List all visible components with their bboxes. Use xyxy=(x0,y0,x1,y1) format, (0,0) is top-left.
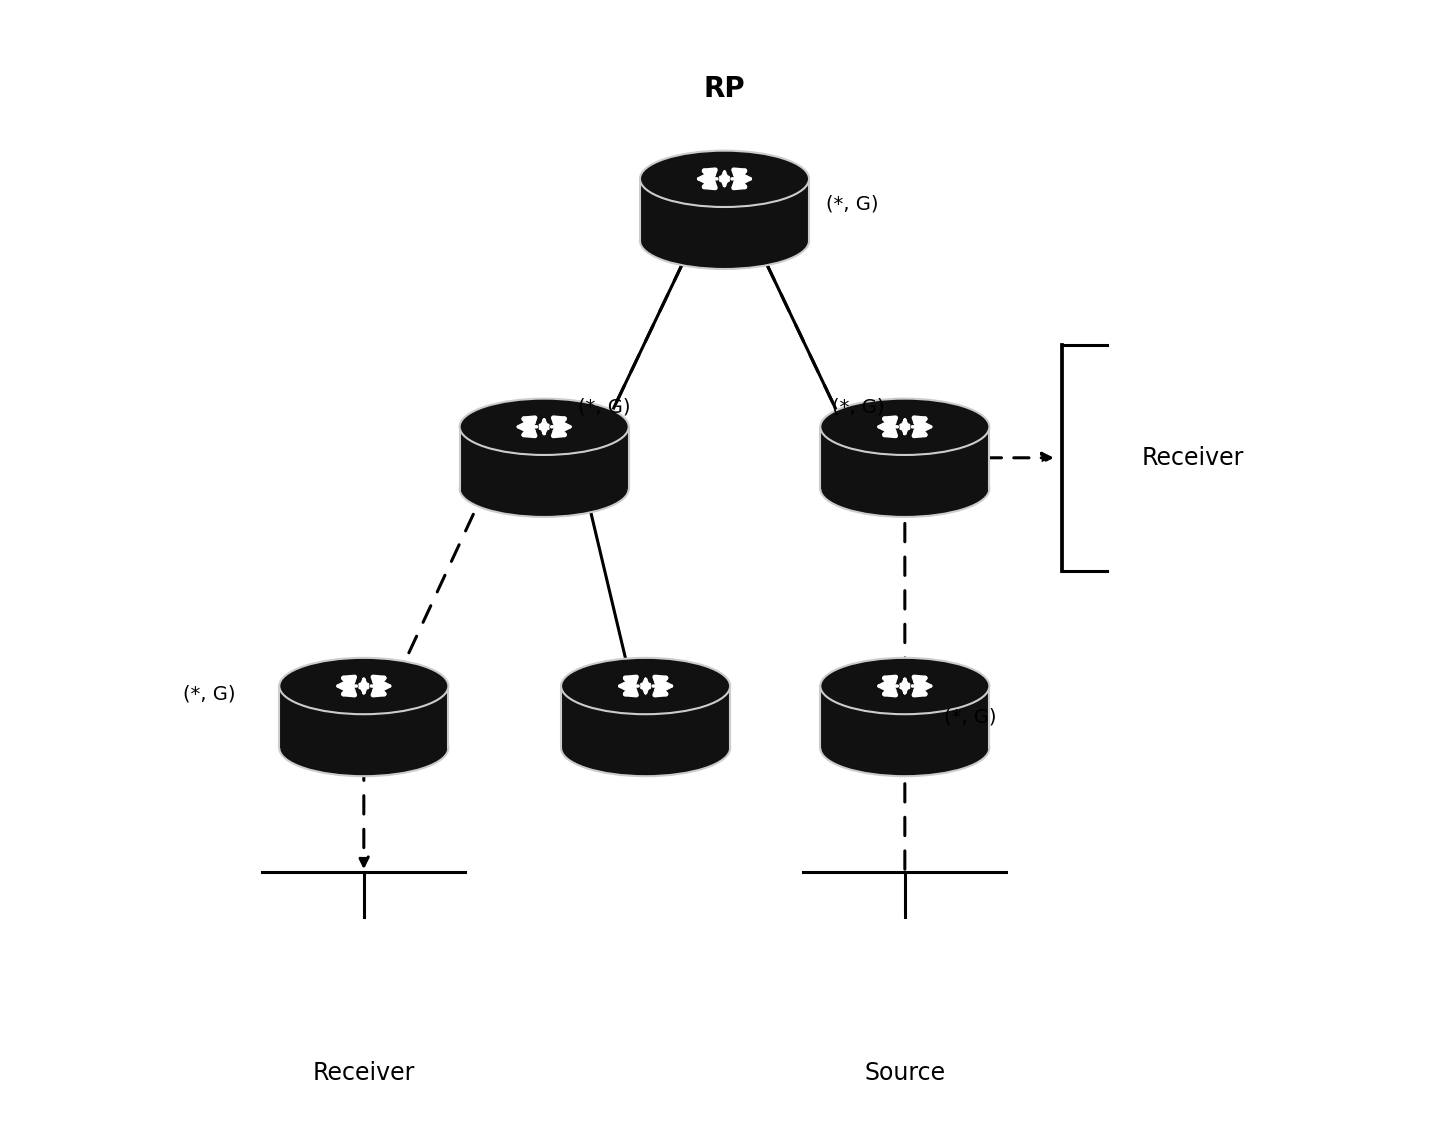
Ellipse shape xyxy=(820,720,990,776)
Polygon shape xyxy=(640,179,809,241)
Ellipse shape xyxy=(820,398,990,455)
Ellipse shape xyxy=(820,658,990,714)
Text: Source: Source xyxy=(864,1061,945,1085)
Ellipse shape xyxy=(459,398,629,455)
Polygon shape xyxy=(820,686,990,748)
Ellipse shape xyxy=(561,658,730,714)
Ellipse shape xyxy=(640,212,809,269)
Polygon shape xyxy=(561,686,730,748)
Ellipse shape xyxy=(640,151,809,207)
Text: (*, G): (*, G) xyxy=(945,707,997,727)
Text: (*, G): (*, G) xyxy=(826,195,878,213)
Polygon shape xyxy=(820,427,990,488)
Text: (*, G): (*, G) xyxy=(832,397,884,416)
Polygon shape xyxy=(459,427,629,488)
Ellipse shape xyxy=(820,461,990,517)
Text: (*, G): (*, G) xyxy=(184,685,236,704)
Ellipse shape xyxy=(459,461,629,517)
Ellipse shape xyxy=(280,658,448,714)
Text: RP: RP xyxy=(704,75,745,103)
Ellipse shape xyxy=(561,720,730,776)
Ellipse shape xyxy=(280,720,448,776)
Text: Receiver: Receiver xyxy=(313,1061,414,1085)
Text: Receiver: Receiver xyxy=(1142,446,1243,470)
Polygon shape xyxy=(280,686,448,748)
Text: (*, G): (*, G) xyxy=(578,397,630,416)
